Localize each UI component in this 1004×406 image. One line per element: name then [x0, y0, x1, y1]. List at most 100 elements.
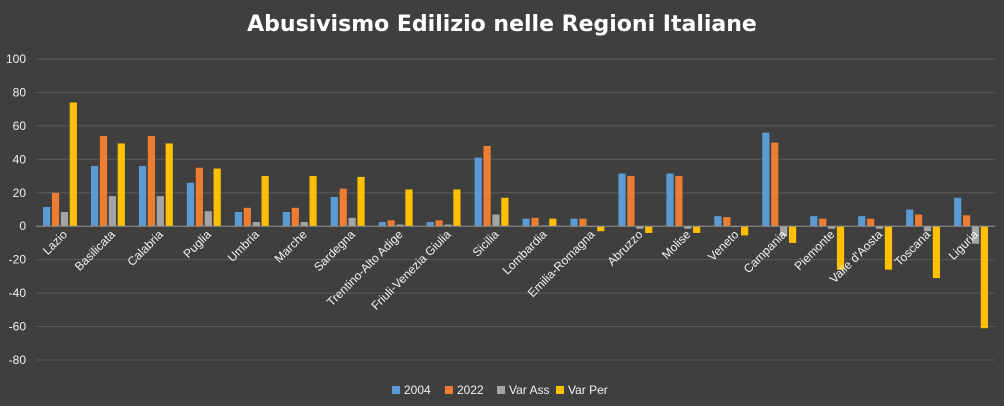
y-tick-label: 0 [19, 219, 26, 233]
x-tick-label: Basilicata [72, 227, 118, 273]
bar-2022 [99, 135, 108, 227]
legend-swatch [445, 386, 453, 394]
bar-var-per [69, 102, 77, 227]
bar-2004 [138, 166, 147, 227]
x-tick-label: Lombardia [500, 227, 550, 277]
bar-2022 [675, 176, 683, 227]
bar-var-ass [875, 226, 884, 229]
bar-var-ass [156, 196, 164, 227]
bar-2022 [771, 142, 779, 227]
bar-var-ass [923, 226, 932, 232]
bar-var-per [165, 143, 173, 227]
bar-2022 [915, 214, 923, 227]
bar-2004 [906, 209, 914, 227]
bar-var-ass [252, 222, 260, 227]
bar-var-ass [780, 226, 788, 237]
bar-var-ass [492, 214, 500, 227]
x-tick-label: Puglia [180, 227, 214, 261]
y-tick-label: 80 [13, 85, 27, 99]
gridlines [36, 58, 995, 361]
bar-2004 [570, 218, 578, 227]
y-tick-label: 100 [6, 52, 26, 66]
bar-2022 [51, 192, 60, 227]
x-tick-label: Umbria [225, 227, 262, 264]
bar-2004 [282, 212, 290, 227]
bar-2022 [291, 207, 299, 227]
legend-swatch [392, 386, 400, 394]
bar-2022 [962, 215, 971, 227]
bar-2004 [378, 222, 386, 227]
bar-var-ass [108, 196, 116, 227]
bar-var-per [117, 143, 125, 227]
bar-var-ass [684, 226, 692, 229]
legend-swatch [497, 386, 505, 394]
bar-var-per [645, 226, 653, 233]
bar-var-ass [300, 222, 308, 227]
y-tick-label: -60 [9, 320, 27, 334]
legend-label: Var Ass [509, 383, 549, 397]
bar-2004 [186, 182, 195, 227]
y-tick-label: -40 [9, 286, 27, 300]
bar-var-per [741, 226, 749, 236]
bar-2004 [474, 157, 482, 227]
bar-2022 [579, 218, 587, 227]
legend-label: 2022 [457, 383, 484, 397]
bar-var-per [213, 168, 221, 227]
bar-var-per [597, 226, 605, 232]
bar-var-ass [444, 224, 452, 227]
bar-2004 [330, 196, 338, 227]
bars [43, 102, 988, 329]
bar-var-per [357, 176, 365, 227]
bar-2022 [339, 188, 347, 227]
bar-var-per [932, 226, 941, 279]
bar-var-ass [636, 226, 644, 229]
legend-label: Var Per [568, 383, 608, 397]
bar-var-per [884, 226, 893, 270]
x-tick-label: Calabria [125, 227, 167, 269]
y-tick-label: -80 [9, 353, 27, 367]
x-tick-label: Sardegna [311, 227, 358, 274]
bar-var-ass [396, 224, 404, 227]
bar-2022 [531, 217, 539, 227]
bar-2022 [819, 218, 827, 227]
x-tick-label: Veneto [705, 227, 742, 264]
bar-2004 [522, 218, 530, 227]
bar-2022 [627, 176, 635, 227]
x-tick-label: Piemonte [792, 227, 838, 273]
bar-var-per [836, 226, 845, 270]
y-tick-label: 20 [13, 186, 27, 200]
bar-var-ass [971, 226, 980, 244]
bar-2004 [234, 212, 243, 227]
bar-2004 [954, 197, 962, 227]
bar-2022 [243, 207, 251, 227]
bar-2004 [43, 206, 51, 227]
bar-2004 [714, 216, 722, 227]
bar-2022 [867, 218, 875, 227]
bar-2022 [483, 145, 491, 227]
y-axis: 100 80 60 40 20 0 -20 -40 -60 -80 [6, 52, 26, 367]
bar-var-ass [204, 211, 212, 227]
bar-2022 [147, 135, 156, 227]
bar-2004 [618, 173, 626, 227]
legend: 2004 2022 Var Ass Var Per [392, 383, 608, 397]
bar-2004 [858, 216, 866, 227]
bar-2022 [195, 167, 203, 227]
y-tick-label: 40 [13, 152, 27, 166]
bar-var-per [693, 226, 701, 233]
bar-var-ass [348, 217, 356, 227]
bar-var-per [549, 218, 557, 227]
bar-2022 [435, 220, 443, 227]
bar-var-per [501, 197, 509, 227]
x-tick-label: Abruzzo [604, 227, 645, 268]
chart-title: Abusivismo Edilizio nelle Regioni Italia… [247, 12, 757, 37]
bar-var-ass [828, 226, 836, 229]
bar-2004 [426, 222, 434, 227]
bar-2004 [762, 132, 770, 227]
bar-var-per [261, 176, 269, 227]
bar-var-per [405, 189, 413, 227]
x-tick-label: Lazio [40, 227, 70, 257]
legend-label: 2004 [404, 383, 431, 397]
x-tick-label: Friuli-Venezia Giulia [368, 227, 454, 313]
bar-var-per [309, 176, 317, 227]
